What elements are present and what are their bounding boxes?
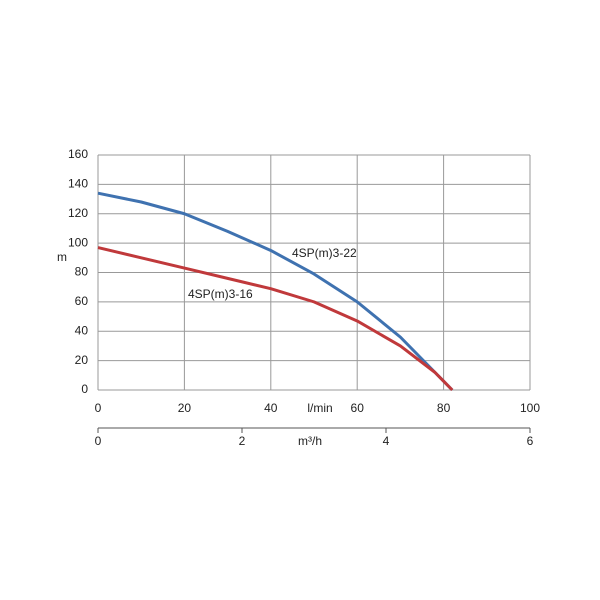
series-label: 4SP(m)3-22 <box>292 246 357 260</box>
y-tick-label: 80 <box>75 265 89 279</box>
x-tick-label: 40 <box>264 401 278 415</box>
y-tick-label: 60 <box>75 294 89 308</box>
x-tick-label: 80 <box>437 401 451 415</box>
x2-axis-label: m³/h <box>298 434 322 448</box>
y-tick-label: 140 <box>68 177 88 191</box>
x-tick-label: 100 <box>520 401 540 415</box>
series-label: 4SP(m)3-16 <box>188 287 253 301</box>
y-tick-label: 120 <box>68 206 88 220</box>
x2-tick-label: 2 <box>239 434 246 448</box>
y-axis-label: m <box>57 250 67 264</box>
x-tick-label: 20 <box>178 401 192 415</box>
x-axis-label: l/min <box>307 401 332 415</box>
y-tick-label: 0 <box>81 382 88 396</box>
x2-tick-label: 0 <box>95 434 102 448</box>
y-tick-label: 100 <box>68 235 88 249</box>
x2-tick-label: 6 <box>527 434 534 448</box>
x2-tick-label: 4 <box>383 434 390 448</box>
y-tick-label: 20 <box>75 353 89 367</box>
x-tick-label: 0 <box>95 401 102 415</box>
y-tick-label: 40 <box>75 323 89 337</box>
series-line <box>97 191 454 392</box>
x-tick-label: 60 <box>351 401 365 415</box>
series-line <box>97 246 454 392</box>
y-tick-label: 160 <box>68 147 88 161</box>
